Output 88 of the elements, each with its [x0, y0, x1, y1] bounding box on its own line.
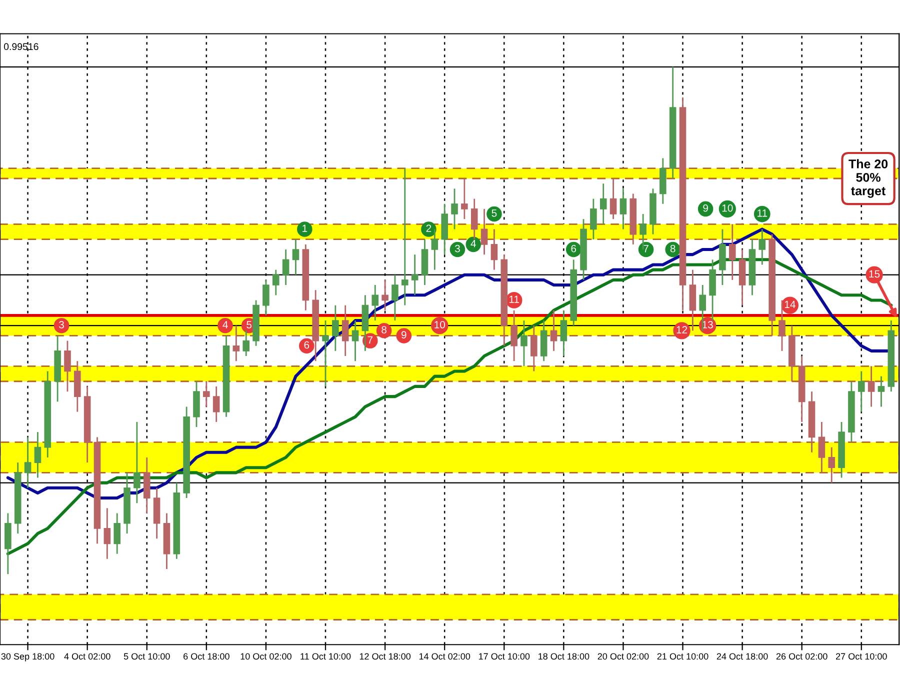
candlestick	[878, 376, 885, 408]
annotation: 1	[302, 224, 308, 232]
annotation: 7	[644, 245, 648, 252]
x-tick-label: 12 Oct 18:00	[360, 653, 411, 660]
annotation: 2	[426, 224, 432, 232]
x-tick-label: 11 Oct 10:00	[300, 653, 351, 660]
candlestick	[24, 436, 32, 489]
x-tick-label: 26 Oct 02:00	[776, 653, 828, 660]
x-tick-label: 18 Oct 18:00	[538, 653, 590, 660]
candlestick	[640, 213, 646, 250]
x-tick-label: 6 Oct 18:00	[184, 653, 230, 660]
candlestick	[600, 182, 607, 225]
annotation: 10	[722, 204, 733, 212]
candlestick	[372, 284, 379, 322]
x-tick-label: 30 Sep 18:00	[1, 653, 54, 662]
annotation: 10	[434, 321, 446, 328]
candlestick	[114, 512, 120, 555]
annotation: 5	[246, 321, 252, 328]
candlestick	[203, 380, 210, 408]
annotation: 14	[784, 300, 796, 308]
x-tick-label: 27 Oct 10:00	[836, 653, 887, 660]
candlestick	[322, 320, 329, 388]
annotation: 11	[758, 210, 768, 217]
candlestick	[461, 178, 468, 220]
candlestick	[411, 254, 418, 296]
candlestick	[282, 248, 290, 286]
candlestick	[818, 421, 826, 474]
annotation: 3	[454, 244, 460, 252]
x-tick-label: 24 Oct 18:00	[716, 653, 768, 660]
candlestick	[34, 431, 42, 478]
annotation: 4	[222, 321, 228, 328]
annotation: 8	[670, 244, 676, 252]
candlestick	[212, 386, 220, 423]
candlestick	[470, 198, 478, 240]
annotation: 8	[382, 326, 386, 334]
candlestick	[828, 446, 836, 484]
x-tick-label: 20 Oct 02:00	[598, 653, 649, 660]
annotation: 15	[869, 270, 880, 278]
candlestick	[728, 223, 736, 281]
candlestick	[510, 310, 518, 362]
candlestick	[480, 208, 488, 256]
x-tick-label: 5 Oct 10:00	[124, 653, 170, 660]
annotation: 9	[703, 204, 708, 212]
candlestick	[490, 228, 498, 270]
candlestick	[778, 300, 786, 352]
candlestick	[550, 310, 558, 352]
candlestick	[590, 198, 597, 240]
candlestick	[530, 324, 538, 372]
candlestick	[401, 168, 408, 306]
candlestick	[858, 370, 865, 412]
annotation: 9	[401, 331, 406, 339]
candlestick	[392, 274, 398, 322]
annotation: The 20 50% target	[848, 159, 888, 198]
candlestick	[332, 304, 339, 352]
candlestick	[262, 279, 270, 316]
candlestick	[272, 269, 280, 296]
candlestick	[560, 310, 568, 357]
candlestick	[382, 279, 388, 312]
text: 0.99516	[4, 43, 38, 50]
annotation: 6	[304, 341, 310, 349]
candlestick	[104, 507, 111, 560]
x-tick-label: 14 Oct 02:00	[419, 653, 470, 660]
x-tick-label: 17 Oct 10:00	[478, 653, 530, 660]
candlestick	[610, 178, 617, 220]
annotation: 5	[492, 210, 497, 217]
candlestick	[242, 330, 250, 357]
candlestick	[620, 188, 627, 230]
annotation: 11	[509, 296, 519, 303]
annotation: 7	[368, 336, 373, 344]
candlestick	[342, 304, 349, 357]
annotation: 12	[676, 326, 688, 334]
candlestick	[134, 421, 140, 504]
candlestick	[232, 324, 240, 362]
annotation: 3	[59, 321, 64, 328]
candlestick	[352, 320, 359, 362]
candlestick	[520, 320, 528, 367]
candlestick	[292, 238, 300, 276]
annotation: 6	[571, 244, 576, 252]
x-tick-label: 4 Oct 02:00	[64, 653, 110, 660]
candlestick	[451, 188, 458, 230]
annotation: 13	[702, 321, 713, 328]
candlestick	[64, 340, 71, 392]
x-tick-label: 10 Oct 02:00	[240, 653, 292, 660]
candlestick	[868, 365, 875, 408]
annotation: 4	[470, 240, 476, 248]
candlestick	[758, 228, 766, 266]
x-tick-label: 21 Oct 10:00	[657, 653, 708, 660]
candlestick	[431, 228, 438, 270]
